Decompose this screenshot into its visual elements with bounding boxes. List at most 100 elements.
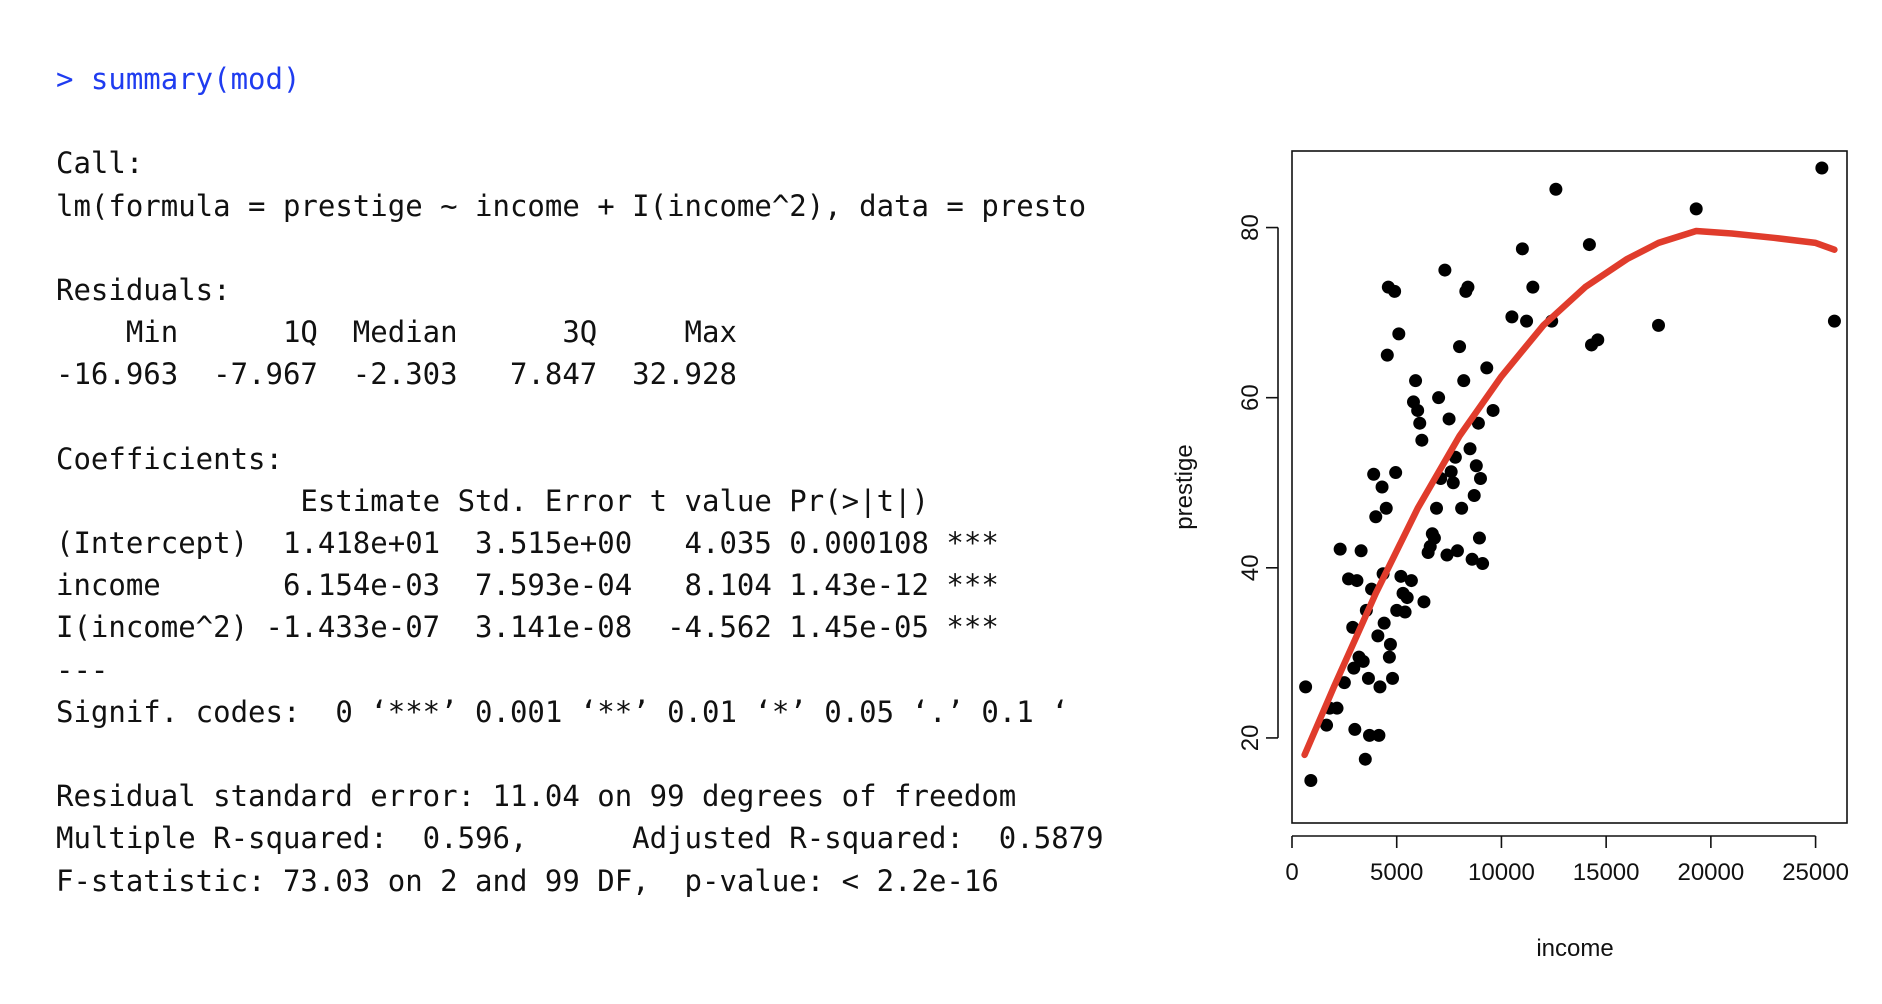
data-point xyxy=(1356,654,1370,668)
console-output-line: Signif. codes: 0 ‘***’ 0.001 ‘**’ 0.01 ‘… xyxy=(56,694,1069,729)
data-point xyxy=(1476,557,1490,571)
data-point xyxy=(1400,591,1414,605)
data-point xyxy=(1453,340,1467,354)
data-point xyxy=(1427,531,1441,545)
x-tick-label: 10000 xyxy=(1468,859,1535,886)
console-output-line: Estimate Std. Error t value Pr(>|t|) xyxy=(56,483,929,518)
data-point xyxy=(1430,501,1444,515)
data-point xyxy=(1348,722,1362,736)
data-point xyxy=(1463,442,1477,456)
data-point xyxy=(1347,661,1361,675)
console-output-line: -16.963 -7.967 -2.303 7.847 32.928 xyxy=(56,357,737,392)
console-output-line: Coefficients: xyxy=(56,441,283,476)
y-tick-label: 60 xyxy=(1237,384,1264,411)
y-tick-label: 80 xyxy=(1237,214,1264,241)
data-point xyxy=(1380,348,1394,362)
console-output-line: income 6.154e-03 7.593e-04 8.104 1.43e-1… xyxy=(56,568,999,603)
console-output-line: Residuals: xyxy=(56,272,231,307)
data-point xyxy=(1413,416,1427,430)
data-point xyxy=(1377,616,1391,630)
data-point xyxy=(1442,412,1456,426)
data-point xyxy=(1689,202,1703,216)
data-point xyxy=(1438,263,1452,277)
data-point xyxy=(1398,605,1412,619)
x-tick-label: 25000 xyxy=(1782,859,1849,886)
x-tick-label: 0 xyxy=(1285,859,1298,886)
data-point xyxy=(1382,650,1396,664)
data-point xyxy=(1471,416,1485,430)
x-tick-label: 5000 xyxy=(1370,859,1423,886)
x-tick-label: 20000 xyxy=(1677,859,1744,886)
data-point xyxy=(1591,333,1605,347)
data-point xyxy=(1330,701,1344,715)
data-point xyxy=(1526,280,1540,294)
x-tick-label: 15000 xyxy=(1573,859,1640,886)
data-point xyxy=(1486,403,1500,417)
console-output-line xyxy=(56,100,1116,142)
data-point xyxy=(1375,480,1389,494)
data-point xyxy=(1455,501,1469,515)
data-point xyxy=(1388,284,1402,298)
data-point xyxy=(1299,680,1313,694)
data-point xyxy=(1446,476,1460,490)
data-point xyxy=(1371,629,1385,643)
data-point xyxy=(1417,595,1431,609)
console-command-line: > summary(mod) xyxy=(56,62,301,96)
console-output-line: (Intercept) 1.418e+01 3.515e+00 4.035 0.… xyxy=(56,526,999,561)
data-point xyxy=(1827,314,1841,328)
scatter-plot: 0 5000 10000 15000 20000 25000 20 40 60 80 incom… xyxy=(1171,150,1849,962)
fit-curve xyxy=(1301,227,1838,759)
data-point xyxy=(1372,728,1386,742)
data-point xyxy=(1361,671,1375,685)
data-point xyxy=(1369,510,1383,524)
y-tick-label: 20 xyxy=(1237,725,1264,752)
data-point xyxy=(1383,637,1397,651)
data-point xyxy=(1444,465,1458,479)
r-console-output: > summary(mod) Call: lm(formula = prestige… xyxy=(56,58,1116,958)
data-point xyxy=(1457,374,1471,388)
data-points xyxy=(1299,161,1841,787)
console-output-line: I(income^2) -1.433e-07 3.141e-08 -4.562 … xyxy=(56,610,999,645)
data-point xyxy=(1354,544,1368,558)
data-point xyxy=(1472,531,1486,545)
data-point xyxy=(1815,161,1829,175)
data-point xyxy=(1404,574,1418,588)
data-point xyxy=(1473,471,1487,485)
data-point xyxy=(1415,433,1429,447)
console-output-line: --- xyxy=(56,652,109,687)
data-point xyxy=(1320,718,1334,732)
data-point xyxy=(1505,310,1519,324)
data-point xyxy=(1367,467,1381,481)
console-output-line: Call: xyxy=(56,146,144,181)
y-tick-label: 40 xyxy=(1237,554,1264,581)
data-point xyxy=(1337,676,1351,690)
console-output-line: Min 1Q Median 3Q Max xyxy=(56,315,737,350)
data-point xyxy=(1304,773,1318,787)
data-point xyxy=(1515,242,1529,256)
data-point xyxy=(1333,542,1347,556)
data-point xyxy=(1379,501,1393,515)
console-output-line xyxy=(56,227,1116,269)
data-point xyxy=(1373,680,1387,694)
console-output-line xyxy=(56,733,1116,775)
plot-frame xyxy=(1291,150,1848,824)
data-point xyxy=(1465,552,1479,566)
data-point xyxy=(1582,238,1596,252)
data-point xyxy=(1362,728,1376,742)
data-point xyxy=(1392,327,1406,341)
x-axis-title: income xyxy=(1536,935,1613,962)
y-axis: 20 40 60 80 xyxy=(1237,214,1279,752)
data-point xyxy=(1480,361,1494,375)
data-point xyxy=(1389,466,1403,480)
data-point xyxy=(1440,548,1454,562)
data-point xyxy=(1520,314,1534,328)
console-output-line: Residual standard error: 11.04 on 99 deg… xyxy=(56,779,1017,814)
data-point xyxy=(1394,569,1408,583)
console-output-line: F-statistic: 73.03 on 2 and 99 DF, p-val… xyxy=(56,863,999,898)
console-output-line xyxy=(56,396,1116,438)
data-point xyxy=(1450,544,1464,558)
data-point xyxy=(1350,574,1364,588)
data-point xyxy=(1461,280,1475,294)
data-point xyxy=(1432,391,1446,405)
data-point xyxy=(1358,752,1372,766)
